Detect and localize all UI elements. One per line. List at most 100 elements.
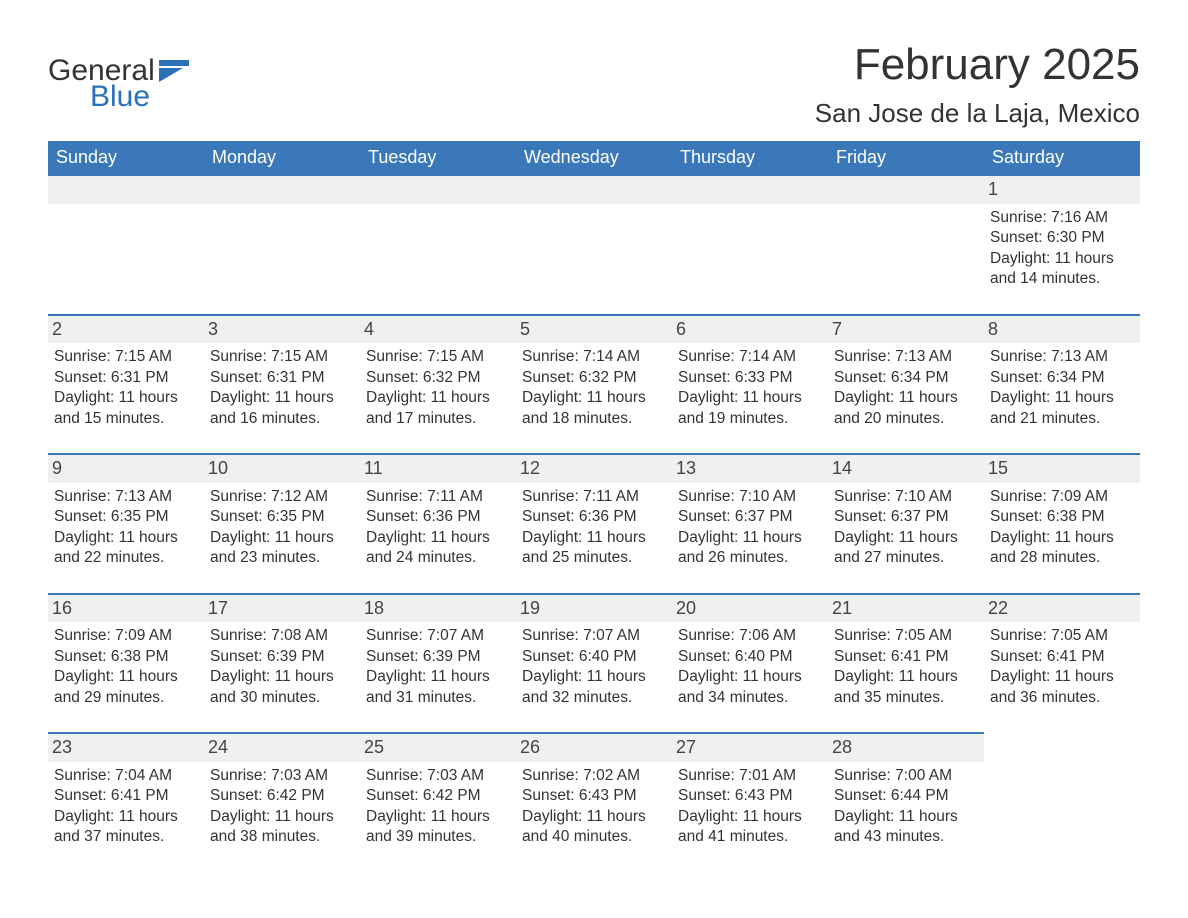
day-number: 19 [516,593,672,623]
sunrise-text: Sunrise: 7:07 AM [366,626,510,646]
day-number: 14 [828,453,984,483]
day-cell: 12Sunrise: 7:11 AMSunset: 6:36 PMDayligh… [516,453,672,575]
sunset-text: Sunset: 6:37 PM [678,507,822,527]
day-number: 27 [672,732,828,762]
day-number: 15 [984,453,1140,483]
sunrise-text: Sunrise: 7:13 AM [834,347,978,367]
day-details: Sunrise: 7:02 AMSunset: 6:43 PMDaylight:… [522,766,666,848]
sunrise-text: Sunrise: 7:10 AM [678,487,822,507]
day-cell: 23Sunrise: 7:04 AMSunset: 6:41 PMDayligh… [48,732,204,854]
day-cell: 18Sunrise: 7:07 AMSunset: 6:39 PMDayligh… [360,593,516,715]
daylight-text: Daylight: 11 hours and 36 minutes. [990,667,1134,708]
day-cell: 27Sunrise: 7:01 AMSunset: 6:43 PMDayligh… [672,732,828,854]
sunrise-text: Sunrise: 7:08 AM [210,626,354,646]
day-details: Sunrise: 7:16 AMSunset: 6:30 PMDaylight:… [990,208,1134,290]
day-cell: 19Sunrise: 7:07 AMSunset: 6:40 PMDayligh… [516,593,672,715]
week-row: 16Sunrise: 7:09 AMSunset: 6:38 PMDayligh… [48,593,1140,715]
day-cell: 5Sunrise: 7:14 AMSunset: 6:32 PMDaylight… [516,314,672,436]
day-cell: 15Sunrise: 7:09 AMSunset: 6:38 PMDayligh… [984,453,1140,575]
day-number: 26 [516,732,672,762]
day-number: 10 [204,453,360,483]
sunrise-text: Sunrise: 7:16 AM [990,208,1134,228]
day-details: Sunrise: 7:15 AMSunset: 6:31 PMDaylight:… [210,347,354,429]
day-number: 12 [516,453,672,483]
day-cell: 9Sunrise: 7:13 AMSunset: 6:35 PMDaylight… [48,453,204,575]
day-number: 2 [48,314,204,344]
day-details: Sunrise: 7:10 AMSunset: 6:37 PMDaylight:… [834,487,978,569]
day-details: Sunrise: 7:08 AMSunset: 6:39 PMDaylight:… [210,626,354,708]
daylight-text: Daylight: 11 hours and 25 minutes. [522,528,666,569]
daylight-text: Daylight: 11 hours and 40 minutes. [522,807,666,848]
dow-thursday: Thursday [672,141,828,174]
sunrise-text: Sunrise: 7:01 AM [678,766,822,786]
day-number: . [672,174,828,204]
sunrise-text: Sunrise: 7:15 AM [54,347,198,367]
logo: General Blue [48,40,189,112]
sunrise-text: Sunrise: 7:13 AM [990,347,1134,367]
day-details: Sunrise: 7:00 AMSunset: 6:44 PMDaylight:… [834,766,978,848]
sunset-text: Sunset: 6:31 PM [210,368,354,388]
sunrise-text: Sunrise: 7:00 AM [834,766,978,786]
daylight-text: Daylight: 11 hours and 43 minutes. [834,807,978,848]
day-number: 11 [360,453,516,483]
daylight-text: Daylight: 11 hours and 39 minutes. [366,807,510,848]
week-row: 2Sunrise: 7:15 AMSunset: 6:31 PMDaylight… [48,314,1140,436]
day-cell: 2Sunrise: 7:15 AMSunset: 6:31 PMDaylight… [48,314,204,436]
daylight-text: Daylight: 11 hours and 17 minutes. [366,388,510,429]
logo-text: General Blue [48,56,155,112]
dow-wednesday: Wednesday [516,141,672,174]
day-cell: . [204,174,360,296]
daylight-text: Daylight: 11 hours and 18 minutes. [522,388,666,429]
sunset-text: Sunset: 6:39 PM [366,647,510,667]
day-number: . [204,174,360,204]
daylight-text: Daylight: 11 hours and 19 minutes. [678,388,822,429]
daylight-text: Daylight: 11 hours and 37 minutes. [54,807,198,848]
sunset-text: Sunset: 6:41 PM [990,647,1134,667]
sunrise-text: Sunrise: 7:02 AM [522,766,666,786]
day-details: Sunrise: 7:14 AMSunset: 6:32 PMDaylight:… [522,347,666,429]
day-details: Sunrise: 7:06 AMSunset: 6:40 PMDaylight:… [678,626,822,708]
day-number: 3 [204,314,360,344]
sunset-text: Sunset: 6:32 PM [522,368,666,388]
logo-word2: Blue [90,82,155,112]
daylight-text: Daylight: 11 hours and 16 minutes. [210,388,354,429]
day-number: 17 [204,593,360,623]
sunrise-text: Sunrise: 7:15 AM [210,347,354,367]
day-details: Sunrise: 7:03 AMSunset: 6:42 PMDaylight:… [210,766,354,848]
day-cell: 22Sunrise: 7:05 AMSunset: 6:41 PMDayligh… [984,593,1140,715]
day-cell: 10Sunrise: 7:12 AMSunset: 6:35 PMDayligh… [204,453,360,575]
day-details: Sunrise: 7:13 AMSunset: 6:34 PMDaylight:… [990,347,1134,429]
day-cell: 6Sunrise: 7:14 AMSunset: 6:33 PMDaylight… [672,314,828,436]
day-number: 4 [360,314,516,344]
dow-friday: Friday [828,141,984,174]
day-number: 9 [48,453,204,483]
header: General Blue February 2025 San Jose de l… [48,40,1140,129]
sunset-text: Sunset: 6:33 PM [678,368,822,388]
day-number: 5 [516,314,672,344]
day-number: 25 [360,732,516,762]
daylight-text: Daylight: 11 hours and 30 minutes. [210,667,354,708]
daylight-text: Daylight: 11 hours and 38 minutes. [210,807,354,848]
daylight-text: Daylight: 11 hours and 29 minutes. [54,667,198,708]
day-details: Sunrise: 7:10 AMSunset: 6:37 PMDaylight:… [678,487,822,569]
sunset-text: Sunset: 6:37 PM [834,507,978,527]
day-number: . [360,174,516,204]
daylight-text: Daylight: 11 hours and 31 minutes. [366,667,510,708]
day-cell: 1Sunrise: 7:16 AMSunset: 6:30 PMDaylight… [984,174,1140,296]
daylight-text: Daylight: 11 hours and 34 minutes. [678,667,822,708]
location-subtitle: San Jose de la Laja, Mexico [815,98,1140,129]
day-number: 8 [984,314,1140,344]
sunrise-text: Sunrise: 7:04 AM [54,766,198,786]
day-cell: 16Sunrise: 7:09 AMSunset: 6:38 PMDayligh… [48,593,204,715]
sunset-text: Sunset: 6:42 PM [210,786,354,806]
day-cell: . [516,174,672,296]
day-number: 16 [48,593,204,623]
day-number: 28 [828,732,984,762]
day-cell: 25Sunrise: 7:03 AMSunset: 6:42 PMDayligh… [360,732,516,854]
day-number: 21 [828,593,984,623]
logo-flag-icon [159,60,189,82]
daylight-text: Daylight: 11 hours and 27 minutes. [834,528,978,569]
sunset-text: Sunset: 6:40 PM [522,647,666,667]
sunset-text: Sunset: 6:44 PM [834,786,978,806]
dow-tuesday: Tuesday [360,141,516,174]
